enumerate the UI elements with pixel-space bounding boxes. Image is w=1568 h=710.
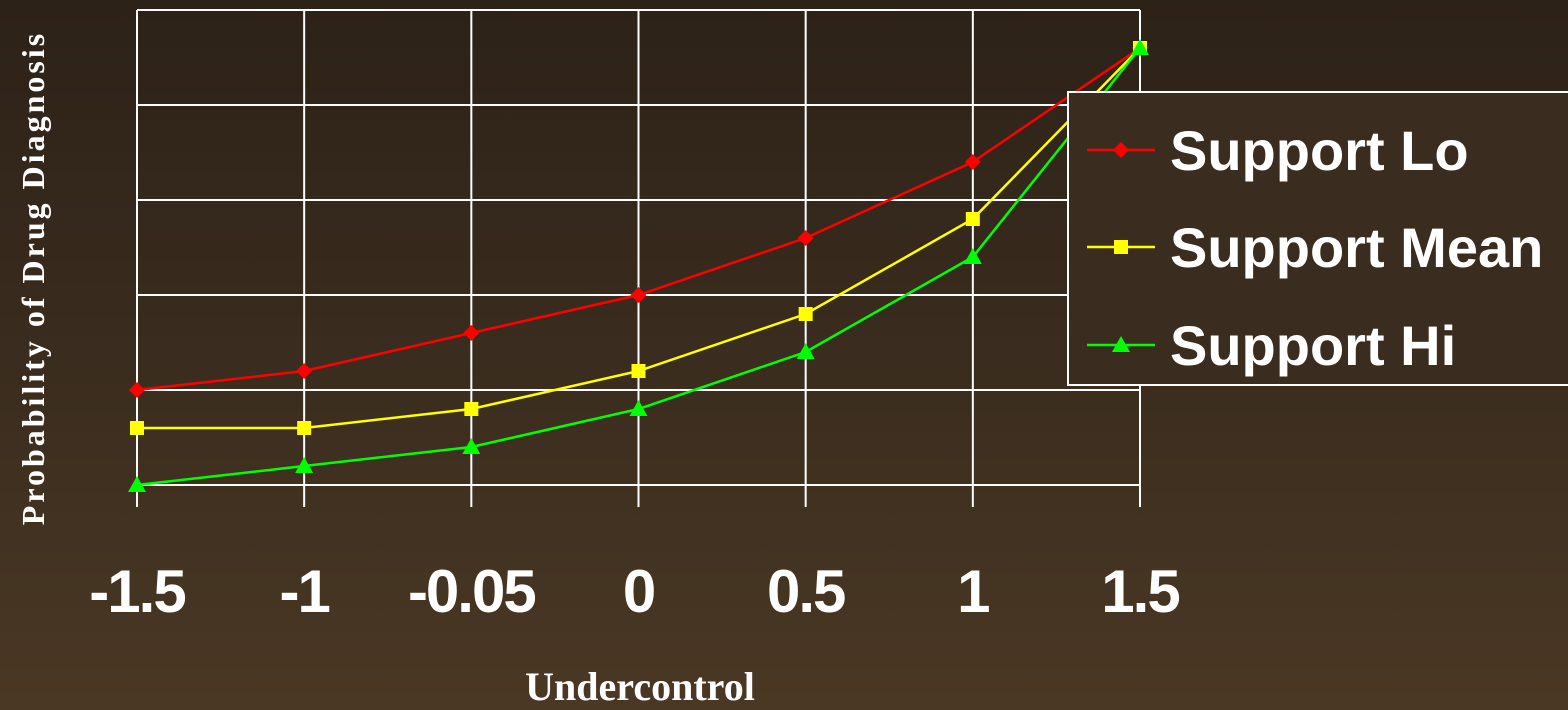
x-tick-label: 1.5 (1101, 558, 1179, 625)
data-point (965, 212, 980, 226)
data-point (463, 325, 480, 341)
x-tick-label: 1 (957, 558, 989, 625)
legend-label: Support Lo (1170, 119, 1469, 182)
chart-legend: Support Lo Support Mean Support Hi (1067, 91, 1568, 386)
x-tick-label: -0.05 (408, 558, 535, 625)
data-point (1112, 336, 1130, 352)
series-markers (128, 39, 1149, 492)
data-point (1113, 142, 1129, 158)
data-point (128, 476, 146, 492)
data-point (130, 421, 144, 435)
data-point (297, 421, 312, 435)
data-point (797, 230, 814, 246)
data-point (963, 248, 982, 264)
data-point (630, 287, 647, 303)
x-tick-label: -1 (279, 558, 329, 625)
plot-area (128, 9, 1149, 507)
data-point (1114, 240, 1128, 254)
x-tick-label: 0.5 (767, 558, 845, 625)
x-axis-tick-labels: -1.5 -1 -0.05 0 0.5 1 1.5 (89, 558, 1181, 625)
data-point (462, 438, 481, 454)
legend-box (1067, 91, 1568, 386)
data-point (629, 400, 648, 416)
legend-items: Support Lo Support Mean Support Hi (1087, 119, 1543, 377)
data-point (295, 457, 314, 473)
legend-label: Support Hi (1170, 314, 1456, 377)
data-point (796, 343, 815, 359)
data-point (964, 154, 981, 170)
legend-label: Support Mean (1170, 216, 1543, 279)
x-axis-title: Undercontrol (525, 664, 755, 709)
x-tick-label: 0 (623, 558, 654, 625)
data-point (296, 363, 313, 379)
data-point (129, 382, 145, 398)
data-point (631, 364, 646, 378)
y-axis-title: Probability of Drug Diagnosis (15, 31, 51, 525)
data-point (798, 307, 813, 321)
data-point (464, 402, 479, 416)
x-tick-label: -1.5 (89, 558, 185, 625)
chart-grid (136, 9, 1141, 507)
data-point (1131, 39, 1149, 55)
